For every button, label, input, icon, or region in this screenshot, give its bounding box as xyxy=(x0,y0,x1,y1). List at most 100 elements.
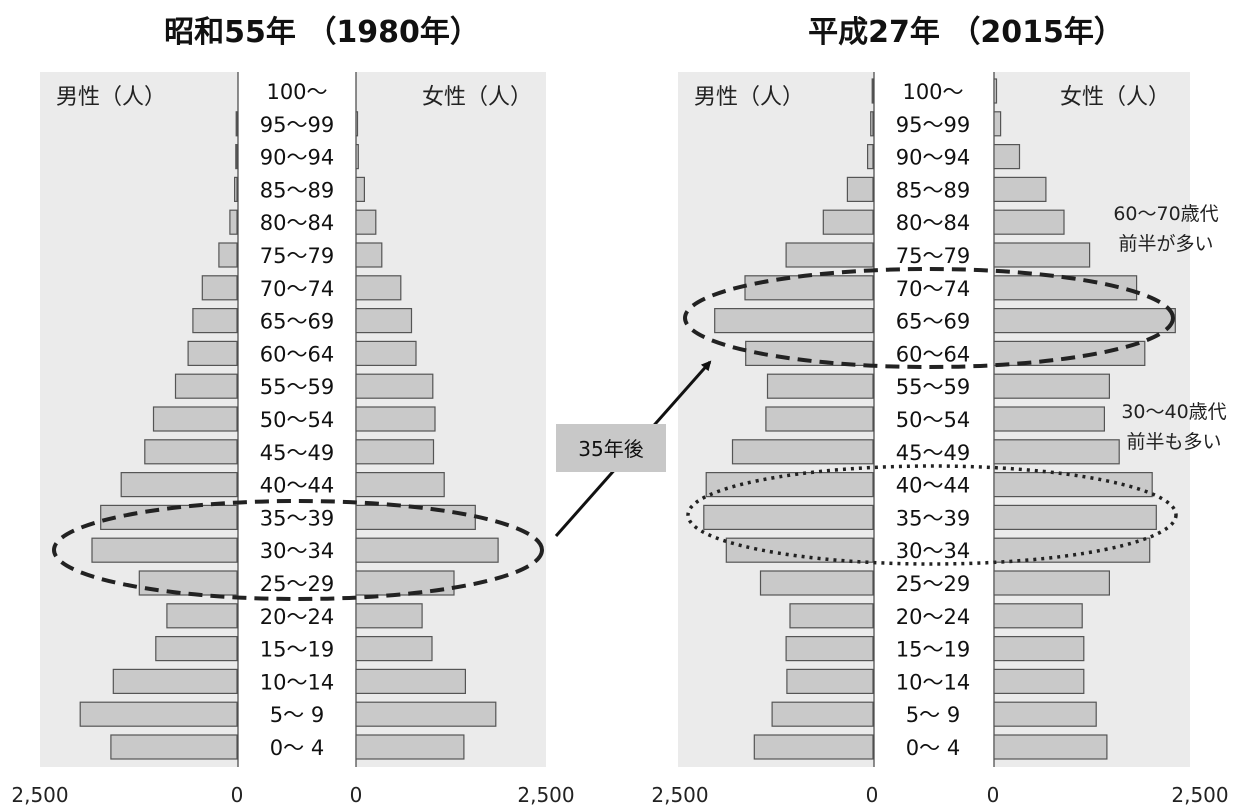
age-label-2015-19: 95～99 xyxy=(896,113,970,137)
tick-female-max-2015: 2,500 xyxy=(1171,783,1228,807)
female-label-2015: 女性（人） xyxy=(1060,85,1170,110)
bar-male-2015-16 xyxy=(822,209,874,235)
age-label-2015-7: 35～39 xyxy=(896,506,970,530)
bar-male-1980-11 xyxy=(174,373,238,399)
tick-female-zero-2015: 0 xyxy=(987,783,1000,807)
age-label-1980-3: 15～19 xyxy=(260,638,334,662)
bar-male-1980-2 xyxy=(112,668,238,695)
bar-male-1980-19 xyxy=(235,111,238,137)
tick-male-max-2015: 2,500 xyxy=(651,783,708,807)
age-label-2015-4: 20～24 xyxy=(896,605,970,629)
tick-male-zero-2015: 0 xyxy=(866,783,879,807)
bars-2015 xyxy=(703,78,1176,760)
age-label-2015-9: 45～49 xyxy=(896,441,970,465)
chart-2015: 0～ 4 5～ 9 10～14 15～19 20～24 25～29 30～34 35～39 40… xyxy=(651,15,1228,807)
bar-female-2015-9 xyxy=(993,439,1120,465)
bar-male-1980-12 xyxy=(187,340,238,366)
bar-female-2015-11 xyxy=(993,373,1111,399)
age-label-1980-7: 35～39 xyxy=(260,506,334,530)
bar-male-1980-17 xyxy=(234,176,238,202)
bar-male-2015-10 xyxy=(765,406,874,432)
age-label-2015-10: 50～54 xyxy=(896,408,970,432)
bar-female-1980-16 xyxy=(355,209,377,235)
bar-male-1980-16 xyxy=(229,209,238,235)
arrow-label-box xyxy=(556,424,666,472)
age-label-1980-13: 65～69 xyxy=(260,310,334,334)
note-30-40-line2: 前半も多い xyxy=(1126,431,1221,453)
bar-male-1980-9 xyxy=(144,439,238,465)
highlight-ellipse-30-44-2015 xyxy=(686,464,1178,566)
age-label-1980-0: 0～ 4 xyxy=(270,736,324,760)
age-label-1980-16: 80～84 xyxy=(260,211,334,235)
bar-female-1980-14 xyxy=(355,275,402,301)
bars-1980 xyxy=(79,111,499,760)
bar-female-1980-0 xyxy=(355,734,465,760)
bar-male-2015-7 xyxy=(703,504,874,530)
bar-male-1980-13 xyxy=(192,308,238,334)
bar-male-1980-18 xyxy=(235,144,238,170)
highlight-ellipse-25-39-1980 xyxy=(52,499,544,601)
age-label-1980-19: 95～99 xyxy=(260,113,334,137)
bar-female-1980-15 xyxy=(355,242,383,268)
bar-male-1980-1 xyxy=(79,701,238,727)
bar-male-2015-14 xyxy=(744,275,874,301)
chart-1980: 0～ 4 5～ 9 10～14 15～19 20～24 25～29 30～34 35～39 40… xyxy=(11,15,574,807)
age-label-2015-8: 40～44 xyxy=(896,474,970,498)
highlight-ellipse-60-74-2015 xyxy=(683,267,1175,369)
bar-male-2015-3 xyxy=(785,635,874,662)
chart-title-1980: 昭和55年 （1980年） xyxy=(164,15,480,50)
age-labels-2015: 0～ 4 5～ 9 10～14 15～19 20～24 25～29 30～34 35～39 40… xyxy=(896,80,970,760)
age-label-2015-0: 0～ 4 xyxy=(906,736,960,760)
note-60-70-line2: 前半が多い xyxy=(1118,233,1213,255)
age-label-1980-4: 20～24 xyxy=(260,605,334,629)
age-label-2015-1: 5～ 9 xyxy=(906,703,960,727)
bar-male-1980-4 xyxy=(166,603,238,629)
note-30-40-line1: 30～40歳代 xyxy=(1121,401,1226,423)
bar-female-1980-4 xyxy=(355,603,423,629)
bar-male-2015-11 xyxy=(766,373,874,399)
bar-female-2015-5 xyxy=(993,570,1111,596)
bar-female-2015-19 xyxy=(993,111,1002,137)
bar-male-1980-10 xyxy=(152,406,238,432)
age-label-1980-9: 45～49 xyxy=(260,441,334,465)
age-labels-1980: 0～ 4 5～ 9 10～14 15～19 20～24 25～29 30～34 35～39 40… xyxy=(260,80,334,760)
age-label-1980-17: 85～89 xyxy=(260,178,334,202)
bar-male-1980-6 xyxy=(91,537,238,563)
age-label-1980-5: 25～29 xyxy=(260,572,334,596)
age-label-1980-20: 100～ xyxy=(266,80,327,104)
tick-female-max-1980: 2,500 xyxy=(517,783,574,807)
age-label-1980-15: 75～79 xyxy=(260,244,334,268)
tick-male-max-1980: 2,500 xyxy=(11,783,68,807)
age-label-2015-5: 25～29 xyxy=(896,572,970,596)
age-label-2015-18: 90～94 xyxy=(896,146,970,170)
note-60-70-line1: 60～70歳代 xyxy=(1113,203,1218,225)
age-label-2015-20: 100～ xyxy=(902,80,963,104)
bar-male-1980-0 xyxy=(110,734,238,760)
annotations: 35年後 60～70歳代 前半が多い 30～40歳代 前半も多い xyxy=(554,203,1227,537)
age-label-1980-18: 90～94 xyxy=(260,146,334,170)
age-label-1980-12: 60～64 xyxy=(260,342,334,366)
bar-female-2015-16 xyxy=(993,209,1065,235)
bar-female-1980-12 xyxy=(355,340,417,366)
bar-male-2015-9 xyxy=(731,439,874,465)
bar-female-2015-6 xyxy=(993,537,1151,563)
bar-male-2015-6 xyxy=(725,537,874,563)
age-label-1980-14: 70～74 xyxy=(260,277,334,301)
bar-female-1980-1 xyxy=(355,701,497,727)
bar-male-2015-20 xyxy=(871,78,874,104)
age-label-2015-17: 85～89 xyxy=(896,178,970,202)
age-label-1980-10: 50～54 xyxy=(260,408,334,432)
age-label-1980-1: 5～ 9 xyxy=(270,703,324,727)
bar-female-2015-8 xyxy=(993,472,1153,498)
bar-female-2015-17 xyxy=(993,176,1047,202)
bar-female-2015-7 xyxy=(993,504,1157,530)
age-label-2015-6: 30～34 xyxy=(896,539,970,563)
male-label-1980: 男性（人） xyxy=(56,85,166,110)
bar-female-1980-11 xyxy=(355,373,434,399)
bar-female-1980-19 xyxy=(355,111,359,137)
bar-female-2015-13 xyxy=(993,308,1176,334)
age-label-1980-11: 55～59 xyxy=(260,375,334,399)
bar-female-1980-8 xyxy=(355,472,445,498)
female-label-1980: 女性（人） xyxy=(422,85,532,110)
